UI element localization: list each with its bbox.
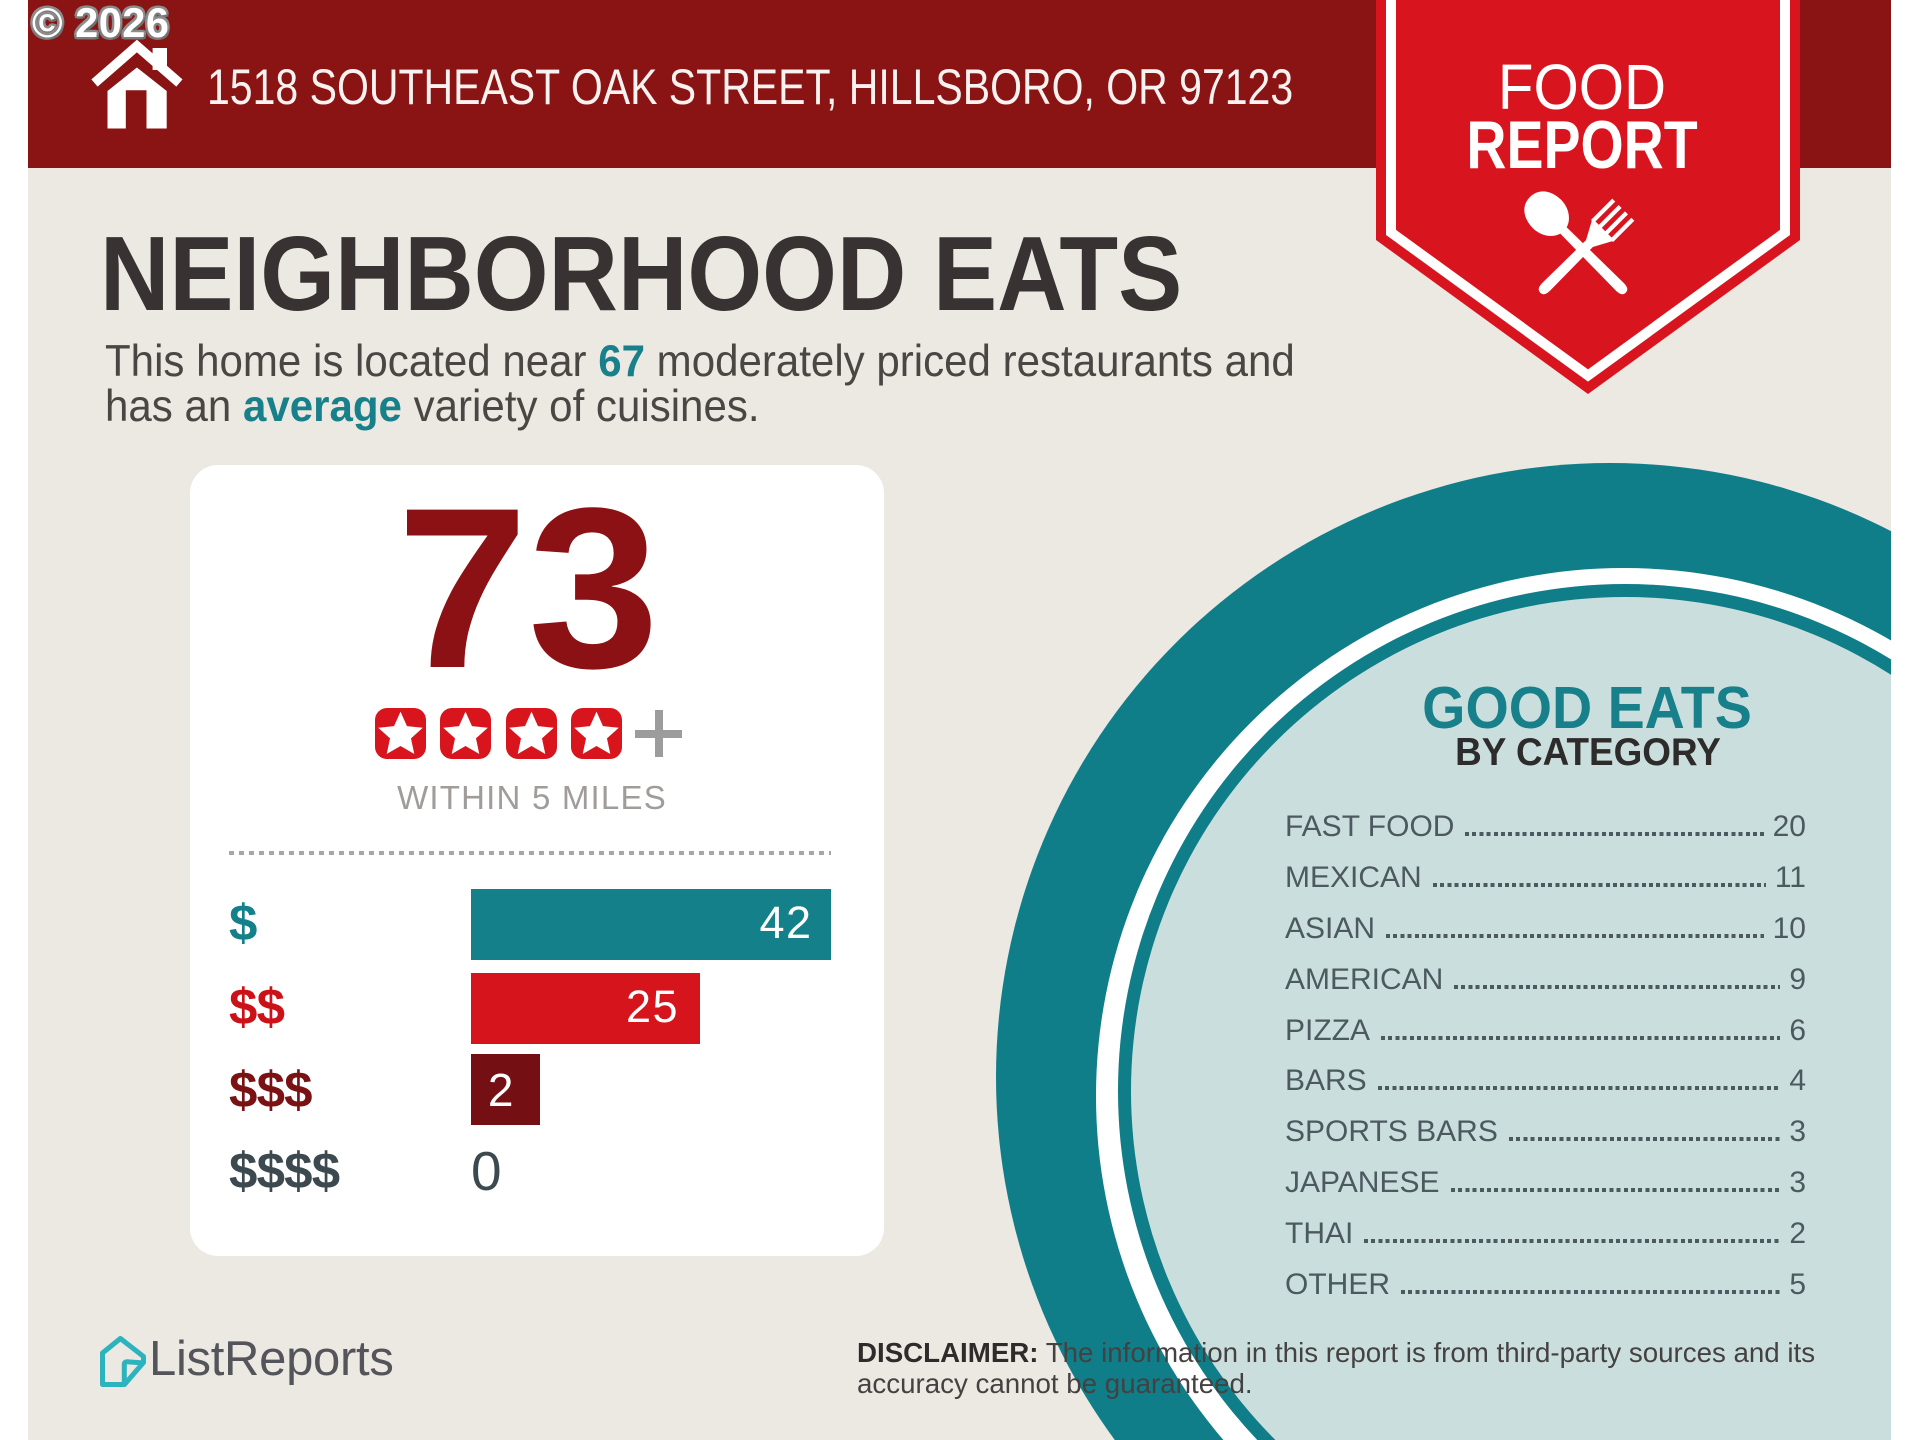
- svg-text:REPORT: REPORT: [1466, 108, 1697, 183]
- svg-text:FOOD: FOOD: [1498, 51, 1666, 122]
